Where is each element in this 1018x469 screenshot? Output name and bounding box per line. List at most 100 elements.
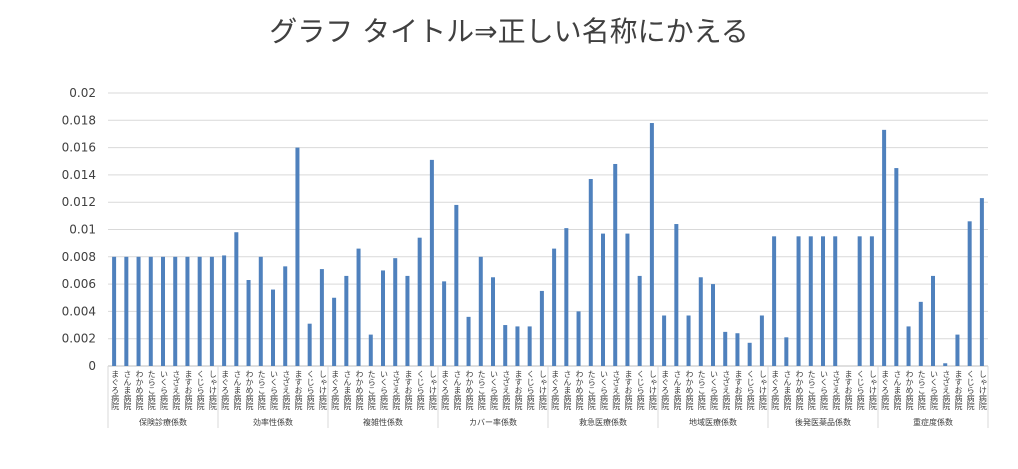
bar (234, 232, 239, 366)
bar (295, 147, 300, 366)
bar (625, 233, 630, 366)
category-label: さんま病院 (233, 370, 242, 411)
category-label: まぐろ病院 (221, 370, 230, 411)
bar (833, 236, 838, 366)
bar (552, 248, 557, 366)
category-label: しゃけ病院 (978, 370, 987, 411)
category-label: わかめ病院 (795, 370, 804, 411)
bar (649, 123, 654, 366)
category-label: わかめ病院 (575, 370, 584, 411)
category-label: まぐろ病院 (441, 370, 450, 411)
bar (246, 280, 251, 366)
bar (454, 204, 459, 366)
bar (393, 258, 398, 366)
bar (918, 301, 923, 366)
bar (821, 236, 825, 366)
bar (466, 316, 471, 366)
bar (478, 256, 483, 366)
category-label: くじら病院 (306, 370, 315, 411)
bar (368, 334, 373, 366)
category-label: いくら病院 (820, 370, 829, 411)
category-label: わかめ病院 (905, 370, 914, 411)
category-label: さざえ病院 (722, 370, 731, 411)
category-label: たらこ病院 (147, 370, 156, 411)
y-tick-label: 0.006 (62, 277, 96, 291)
category-label: しゃけ病院 (648, 370, 657, 411)
group-label: 効率性係数 (253, 417, 293, 427)
bar (735, 333, 740, 366)
bar (442, 281, 447, 366)
category-label: ますお病院 (514, 370, 523, 411)
bar (222, 255, 227, 366)
category-label: たらこ病院 (587, 370, 596, 411)
category-label: しゃけ病院 (758, 370, 767, 411)
bar (686, 315, 691, 366)
y-tick-label: 0.012 (62, 195, 96, 209)
category-label: さざえ病院 (172, 370, 181, 411)
bar (698, 277, 703, 366)
category-label: さざえ病院 (942, 370, 951, 411)
chart-title: グラフ タイトル⇒正しい名称にかえる (269, 15, 749, 48)
bar (124, 256, 129, 366)
bar (674, 224, 679, 366)
bar (539, 290, 544, 366)
bar (747, 342, 752, 366)
category-label: わかめ病院 (355, 370, 364, 411)
category-label: くじら病院 (636, 370, 645, 411)
bar (796, 236, 801, 366)
category-label: さんま病院 (343, 370, 352, 411)
category-label: いくら病院 (270, 370, 279, 411)
category-label: まぐろ病院 (331, 370, 340, 411)
bar (894, 168, 899, 366)
category-label: まぐろ病院 (771, 370, 780, 411)
category-label: くじら病院 (746, 370, 755, 411)
category-label: わかめ病院 (465, 370, 474, 411)
category-label: しゃけ病院 (538, 370, 547, 411)
category-label: ますお病院 (294, 370, 303, 411)
group-label: カバー率係数 (469, 417, 517, 427)
bar (979, 198, 984, 366)
category-label: さざえ病院 (392, 370, 401, 411)
bar (662, 315, 667, 366)
bar (576, 311, 581, 366)
category-label: いくら病院 (600, 370, 609, 411)
bar (515, 326, 520, 366)
category-label: ますお病院 (734, 370, 743, 411)
bar (772, 236, 777, 366)
bar (711, 284, 715, 366)
bar (136, 256, 141, 366)
category-label: さんま病院 (453, 370, 462, 411)
bar (527, 326, 532, 366)
y-tick-label: 0.014 (62, 168, 96, 182)
category-label: さざえ病院 (282, 370, 291, 411)
group-label: 後発医薬品係数 (795, 417, 851, 427)
category-label: いくら病院 (710, 370, 719, 411)
bar (931, 275, 935, 366)
y-tick-label: 0.02 (69, 86, 96, 100)
category-label: いくら病院 (490, 370, 499, 411)
bar (503, 325, 508, 366)
category-label: ますお病院 (954, 370, 963, 411)
bar (601, 233, 605, 366)
category-label: わかめ病院 (135, 370, 144, 411)
category-label: まぐろ病院 (661, 370, 670, 411)
category-label: さんま病院 (563, 370, 572, 411)
category-labels: まぐろ病院 さんま病院 わかめ病院 たらこ病院 いくら病院 さざえ病院 ますお病院 くじら病院… (111, 370, 988, 411)
category-label: くじら病院 (526, 370, 535, 411)
bar (637, 275, 642, 366)
bar (185, 256, 190, 366)
bar (564, 228, 569, 366)
bar (613, 163, 618, 366)
bar (258, 256, 263, 366)
bar (417, 237, 422, 366)
bar (869, 236, 874, 366)
bar (857, 236, 862, 366)
category-label: くじら病院 (416, 370, 425, 411)
group-label: 重症度係数 (913, 417, 953, 427)
bar (319, 269, 324, 366)
category-label: まぐろ病院 (111, 370, 120, 411)
bar (588, 178, 593, 366)
bar (112, 256, 117, 366)
category-label: わかめ病院 (245, 370, 254, 411)
